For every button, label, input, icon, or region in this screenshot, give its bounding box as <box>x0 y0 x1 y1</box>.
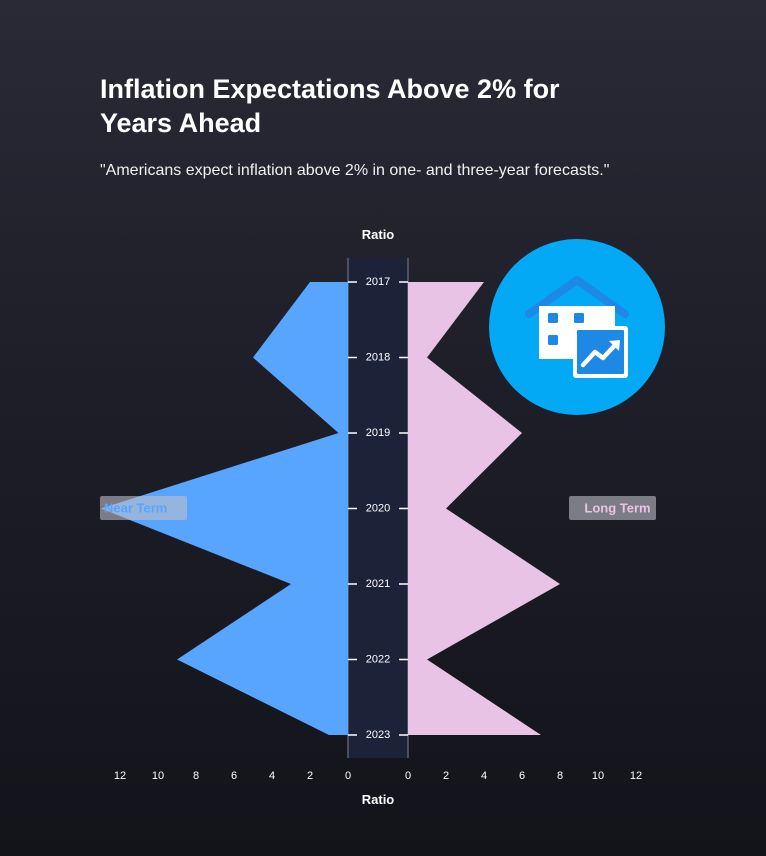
year-label: 2020 <box>366 502 390 514</box>
house-roof <box>525 276 629 318</box>
x-tick-label: 12 <box>114 770 126 782</box>
year-label: 2019 <box>366 427 390 439</box>
chart-title: Inflation Expectations Above 2% for Year… <box>100 74 560 138</box>
long-term-area <box>408 282 560 735</box>
x-tick-label: 10 <box>152 770 164 782</box>
x-tick-label: 8 <box>193 770 199 782</box>
x-tick-label: 4 <box>481 770 487 782</box>
chart-board-inner <box>577 330 624 374</box>
x-tick-label: 10 <box>592 770 604 782</box>
year-label: 2018 <box>366 351 390 363</box>
x-tick-label: 4 <box>269 770 275 782</box>
near-term-area <box>101 282 348 735</box>
year-ticks: 2017 2018 2019 2020 2021 2022 2023 <box>348 276 408 741</box>
trend-line <box>580 340 620 368</box>
chart-subtitle: "Americans expect inflation above 2% in … <box>100 162 610 179</box>
x-tick-label: 2 <box>443 770 449 782</box>
year-label: 2023 <box>366 729 390 741</box>
legend-near-term-box <box>100 496 187 520</box>
house-window <box>548 313 558 323</box>
year-label: 2022 <box>366 653 390 665</box>
x-tick-label: 0 <box>405 770 411 782</box>
legend-long-term-label: Long Term <box>584 500 650 515</box>
trend-arrowhead <box>609 340 620 351</box>
x-ticks: 12 10 8 6 4 2 0 0 2 4 6 8 10 12 <box>114 770 642 782</box>
center-band <box>348 258 408 758</box>
x-tick-label: 0 <box>345 770 351 782</box>
legend-near-term-label: Near Term <box>104 500 167 515</box>
legend-near-term: Near Term <box>100 496 187 520</box>
year-label: 2021 <box>366 578 390 590</box>
x-tick-label: 6 <box>519 770 525 782</box>
house-window <box>548 335 558 345</box>
x-axis-title-bottom: Ratio <box>362 792 395 807</box>
legend-long-term-box <box>569 496 656 520</box>
x-tick-label: 6 <box>231 770 237 782</box>
x-tick-label: 2 <box>307 770 313 782</box>
x-axis-title-top: Ratio <box>362 227 395 242</box>
house-window <box>574 313 584 323</box>
house-chart-icon <box>489 239 665 415</box>
x-tick-label: 8 <box>557 770 563 782</box>
x-tick-label: 12 <box>630 770 642 782</box>
legend-long-term: Long Term <box>569 496 656 520</box>
year-label: 2017 <box>366 276 390 288</box>
